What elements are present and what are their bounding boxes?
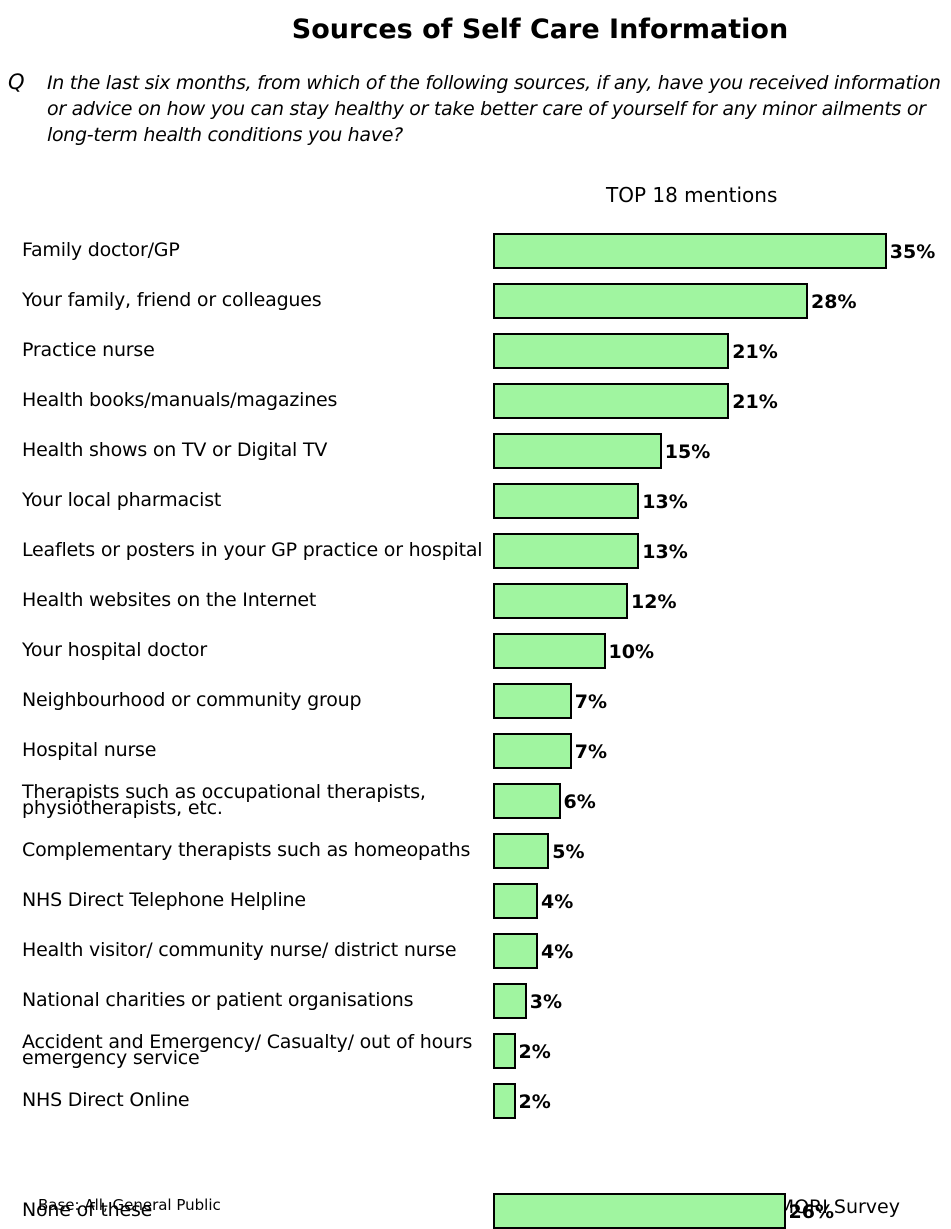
- bar: [493, 383, 730, 419]
- category-label: Your family, friend or colleagues: [22, 289, 322, 311]
- bar: [493, 333, 730, 369]
- category-label: Hospital nurse: [22, 739, 157, 761]
- category-label: Health visitor/ community nurse/ distric…: [22, 939, 457, 961]
- value-label: 2%: [518, 1041, 551, 1063]
- bar: [493, 283, 808, 319]
- question-marker: Q: [8, 70, 25, 94]
- category-label: Complementary therapists such as homeopa…: [22, 839, 471, 861]
- bar: [493, 683, 572, 719]
- category-label: None of these: [22, 1199, 153, 1221]
- value-label: 2%: [518, 1091, 551, 1113]
- value-label: 21%: [732, 391, 778, 413]
- value-label: 28%: [811, 291, 857, 313]
- category-label: Neighbourhood or community group: [22, 689, 362, 711]
- category-label: Health websites on the Internet: [22, 589, 317, 611]
- bar: [493, 1033, 516, 1069]
- value-label: 4%: [541, 941, 574, 963]
- subtitle: TOP 18 mentions: [606, 183, 778, 207]
- bar: [493, 483, 640, 519]
- value-label: 21%: [732, 341, 778, 363]
- bar: [493, 933, 538, 969]
- category-label: NHS Direct Telephone Helpline: [22, 889, 306, 911]
- bar: [493, 533, 640, 569]
- category-label: Therapists such as occupational therapis…: [22, 781, 426, 819]
- category-label: Health shows on TV or Digital TV: [22, 439, 328, 461]
- value-label: 15%: [664, 441, 711, 463]
- value-label: 7%: [574, 741, 608, 763]
- category-label: Practice nurse: [22, 339, 155, 361]
- bar: [493, 633, 606, 669]
- value-label: 12%: [631, 591, 677, 613]
- value-label: 26%: [788, 1201, 834, 1223]
- category-label: Your local pharmacist: [22, 489, 222, 511]
- bar: [493, 1193, 786, 1229]
- category-label: Health books/manuals/magazines: [22, 389, 338, 411]
- value-label: 4%: [541, 891, 574, 913]
- bar: [493, 1083, 516, 1119]
- bar: [493, 233, 887, 269]
- bar: [493, 733, 572, 769]
- chart-title: Sources of Self Care Information: [291, 14, 789, 45]
- value-label: 13%: [642, 541, 688, 563]
- category-label: NHS Direct Online: [22, 1089, 190, 1111]
- bar: [493, 833, 550, 869]
- category-label: Family doctor/GP: [22, 239, 180, 261]
- bar: [493, 783, 561, 819]
- category-label: Your hospital doctor: [22, 639, 207, 661]
- value-label: 6%: [563, 791, 596, 813]
- question: In the last six months, from which of th…: [47, 72, 941, 146]
- bar: [493, 583, 628, 619]
- category-label: Accident and Emergency/ Casualty/ out of…: [22, 1031, 473, 1069]
- base-note: Base: All, General Public: [38, 1196, 221, 1214]
- value-label: 35%: [889, 241, 936, 263]
- value-label: 13%: [642, 491, 688, 513]
- category-label: National charities or patient organisati…: [22, 989, 414, 1011]
- bar: [493, 983, 527, 1019]
- bar: [493, 433, 662, 469]
- value-label: 7%: [574, 691, 608, 713]
- category-label: Leaflets or posters in your GP practice …: [22, 539, 483, 561]
- bar: [493, 883, 538, 919]
- value-label: 3%: [529, 991, 563, 1013]
- value-label: 10%: [608, 641, 654, 663]
- value-label: 5%: [552, 841, 585, 863]
